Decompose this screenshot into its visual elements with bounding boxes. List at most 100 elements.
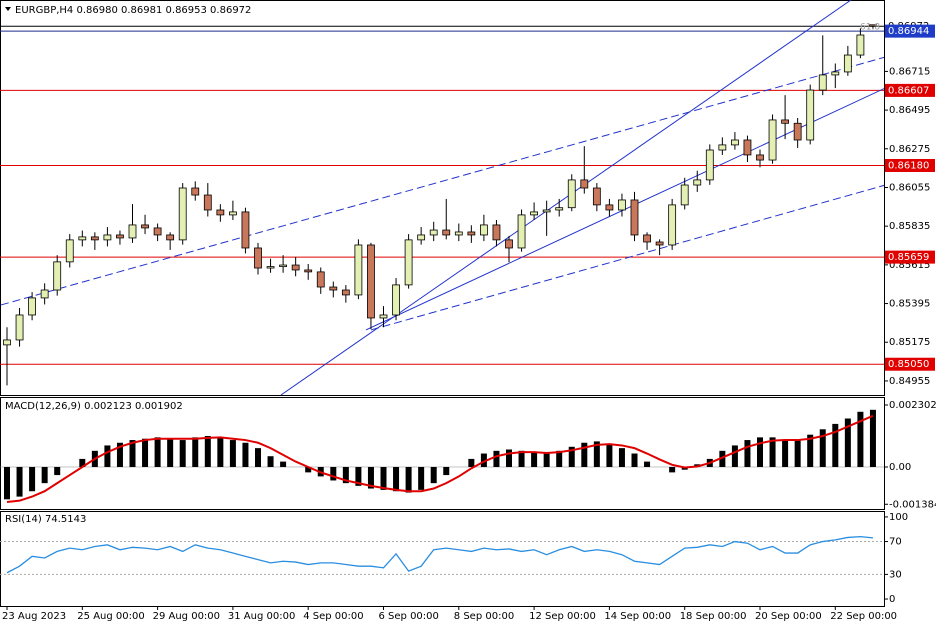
candle-body <box>3 339 11 346</box>
y-tick-label: 0.00 <box>889 462 911 473</box>
macd-bar <box>305 466 312 473</box>
candle-body <box>618 199 626 211</box>
candle-body <box>680 184 689 206</box>
macd-bar <box>782 440 789 467</box>
candle-body <box>580 179 589 189</box>
candle-body <box>831 71 840 76</box>
candle-body <box>354 244 363 296</box>
macd-title: MACD(12,26,9) 0.002123 0.001902 <box>5 401 183 412</box>
main-plot <box>0 0 884 395</box>
candle-body <box>467 231 476 236</box>
candle-body <box>479 224 488 236</box>
macd-bar <box>142 438 149 467</box>
candle-body <box>203 194 212 211</box>
candle-body <box>404 239 413 286</box>
candle-body <box>153 227 162 236</box>
macd-bar <box>480 453 487 467</box>
fib-annotation: 61.8 <box>860 23 880 33</box>
y-tick-label: -0.001384 <box>889 499 936 510</box>
macd-bar <box>719 450 726 467</box>
macd-bar <box>631 453 638 467</box>
price-level-label: 0.86944 <box>888 26 929 37</box>
macd-bar <box>367 466 374 489</box>
candle-body <box>53 261 62 291</box>
x-tick-label: 18 Sep 00:00 <box>680 611 747 622</box>
trend-line <box>0 56 884 306</box>
macd-bar <box>618 448 625 467</box>
macd-bar <box>531 452 538 467</box>
macd-bar <box>217 437 224 467</box>
candle-body <box>592 187 601 206</box>
candle-body <box>166 234 175 241</box>
price-level-label: 0.85050 <box>888 359 929 370</box>
candle-body <box>555 207 564 211</box>
main-panel <box>0 0 885 396</box>
candle-body <box>116 234 124 239</box>
y-tick-label: 0.84955 <box>889 376 930 387</box>
macd-bar <box>229 440 236 467</box>
macd-bar <box>418 466 425 490</box>
macd-bar <box>857 411 864 467</box>
trend-line <box>280 0 852 395</box>
candle-body <box>304 269 313 273</box>
candle-body <box>228 211 237 216</box>
macd-bar <box>280 461 287 467</box>
y-tick-label: 0 <box>889 594 895 605</box>
macd-bar <box>167 438 174 467</box>
candle-body <box>668 204 677 246</box>
candle-body <box>367 244 375 319</box>
macd-bar <box>179 440 186 467</box>
candle-body <box>869 24 877 27</box>
candle-body <box>329 286 338 291</box>
candle-body <box>178 187 187 241</box>
macd-bar <box>606 444 613 467</box>
candle-body <box>793 122 802 141</box>
macd-bar <box>819 429 826 467</box>
candle-body <box>718 144 727 151</box>
macd-bar <box>16 466 23 497</box>
x-tick-label: 12 Sep 00:00 <box>529 611 596 622</box>
macd-bar <box>593 441 600 467</box>
macd-bar <box>393 466 400 492</box>
x-tick-label: 14 Sep 00:00 <box>604 611 671 622</box>
y-tick-label: 0.86715 <box>889 66 930 77</box>
macd-bar <box>405 466 412 493</box>
macd-bar <box>129 440 136 467</box>
macd-bar <box>192 437 199 467</box>
candle-body <box>655 241 664 246</box>
price-level-label: 0.86180 <box>888 160 929 171</box>
price-level-box <box>885 158 935 172</box>
x-tick-label: 4 Sep 00:00 <box>303 611 363 622</box>
macd-bar <box>255 448 261 467</box>
signal-line <box>6 414 874 503</box>
y-tick-label: 0.85835 <box>889 221 930 232</box>
x-tick-label: 25 Aug 00:00 <box>77 611 144 622</box>
candle-body <box>279 264 288 268</box>
macd-bar <box>493 450 500 467</box>
macd-bar <box>556 450 563 467</box>
macd-bar <box>744 440 751 467</box>
candle-body <box>567 179 576 209</box>
candle-body <box>705 149 714 181</box>
menu-arrow[interactable] <box>5 7 11 11</box>
candle-body <box>843 54 852 73</box>
macd-bar <box>4 466 10 500</box>
macd-bar <box>430 466 437 484</box>
x-tick-label: 8 Sep 00:00 <box>454 611 514 622</box>
candle-body <box>90 236 99 241</box>
candle-body <box>756 154 764 161</box>
macd-bar <box>543 453 550 467</box>
candle-body <box>241 211 250 249</box>
macd-bar <box>204 436 211 467</box>
candle-body <box>417 234 426 241</box>
candle-body <box>429 229 438 236</box>
macd-bar <box>568 446 575 467</box>
candle-body <box>505 239 513 249</box>
candle-body <box>693 179 702 186</box>
y-tick-label: 30 <box>889 569 902 580</box>
symbol-header: EURGBP,H4 0.86980 0.86981 0.86953 0.8697… <box>15 5 251 16</box>
macd-bar <box>443 466 450 476</box>
rsi-title: RSI(14) 74.5143 <box>5 514 86 525</box>
macd-bar <box>54 466 61 476</box>
x-tick-label: 6 Sep 00:00 <box>379 611 439 622</box>
